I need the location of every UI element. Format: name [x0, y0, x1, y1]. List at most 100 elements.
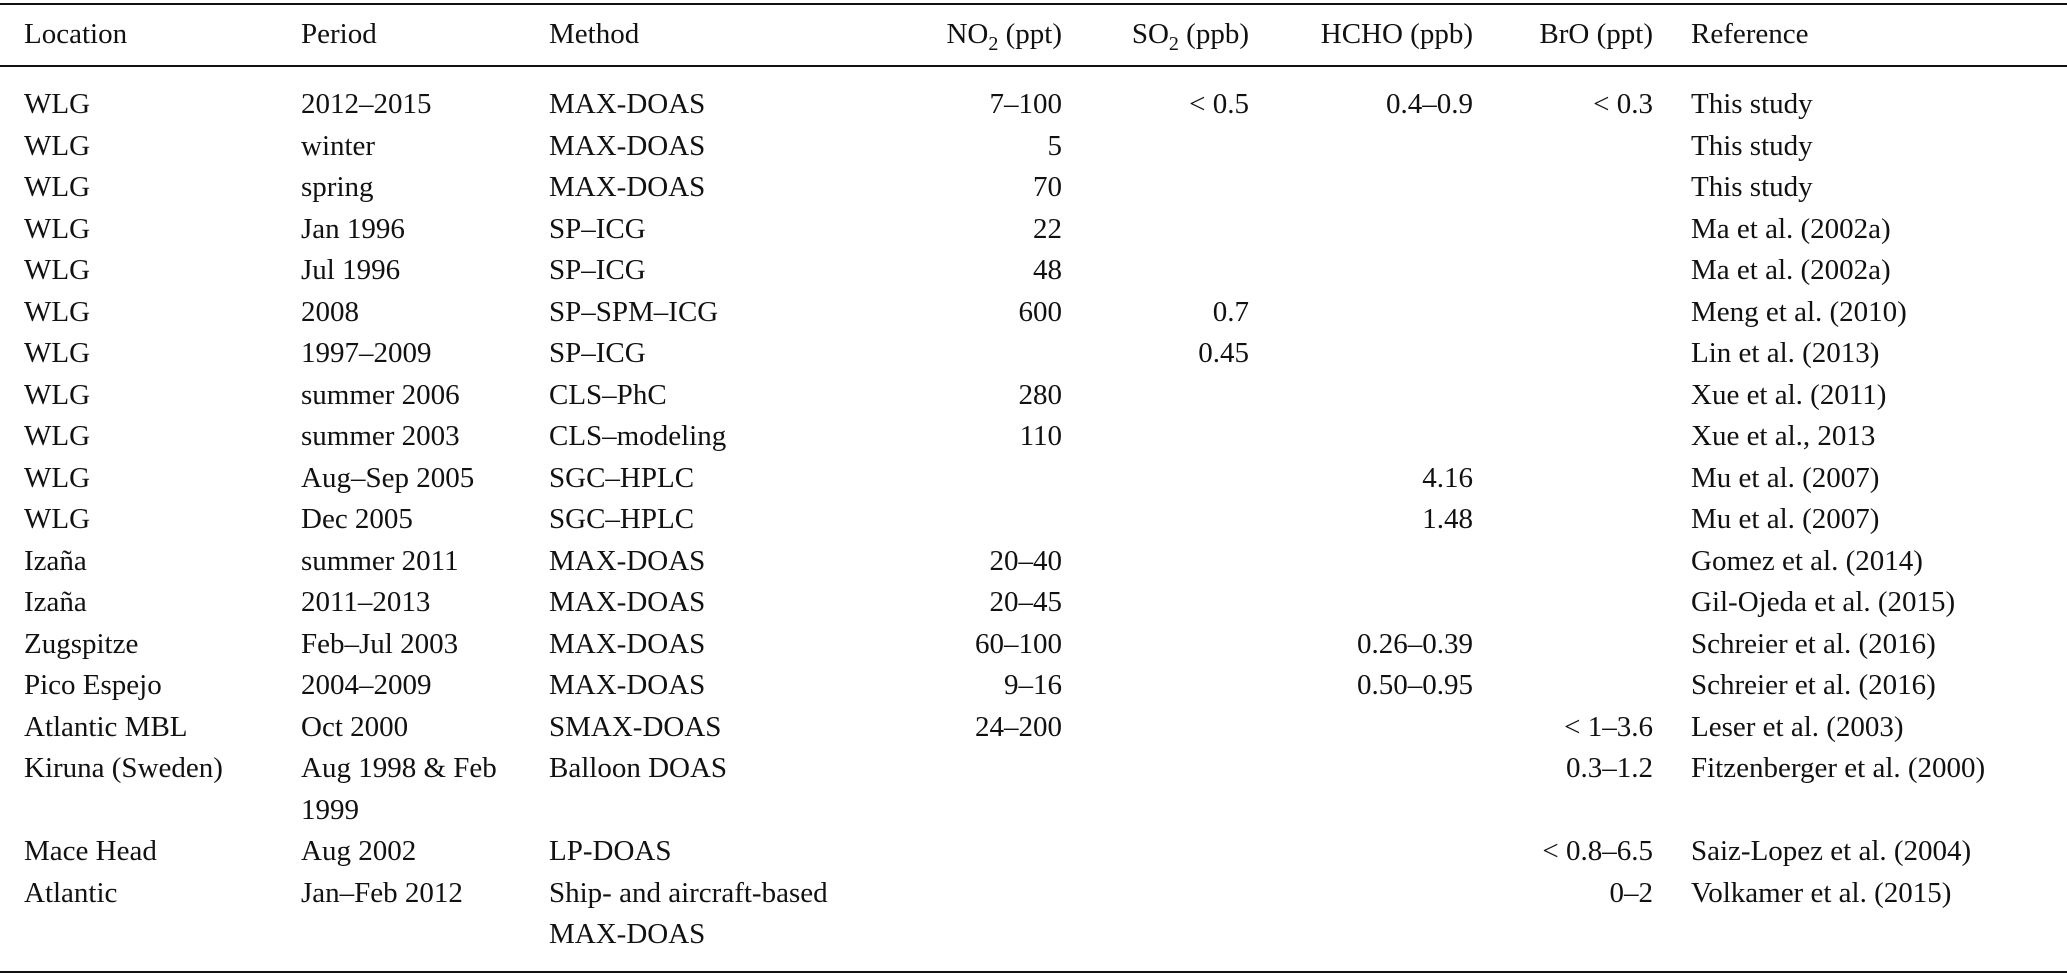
header-no2-unit: (ppt) [998, 18, 1062, 51]
cell-no2: 60–100 [975, 627, 1062, 660]
cell-no2: 20–40 [989, 544, 1063, 577]
cell-method: MAX-DOAS [549, 586, 706, 618]
cell-hcho [1249, 582, 1473, 624]
table-row: WLG spring MAX-DOAS 70 This study [0, 167, 2067, 209]
header-hcho: HCHO (ppb) [1320, 18, 1473, 51]
cell-no2 [871, 458, 1062, 500]
header-method: Method [549, 18, 640, 51]
cell-bro [1473, 582, 1653, 624]
cell-so2: < 0.5 [1189, 88, 1249, 120]
cell-period: Jan–Feb 2012 [301, 876, 463, 909]
cell-no2 [871, 873, 1062, 972]
cell-so2 [1062, 541, 1249, 583]
cell-so2 [1062, 126, 1249, 168]
cell-hcho: 0.4–0.9 [1386, 88, 1473, 120]
table-row: WLG winter MAX-DOAS 5 This study [0, 126, 2067, 168]
cell-period: summer 2006 [301, 378, 460, 411]
cell-no2: 20–45 [989, 586, 1063, 618]
cell-method: MAX-DOAS [549, 171, 706, 203]
cell-so2 [1062, 375, 1249, 417]
cell-period: spring [301, 171, 374, 203]
header-so2-subscript: 2 [1168, 33, 1179, 56]
table-row: WLG 2008 SP–SPM–ICG 600 0.7 Meng et al. (2010… [0, 292, 2067, 334]
table-row: Izaña 2011–2013 MAX-DOAS 20–45 Gil-Ojeda et … [0, 582, 2067, 624]
cell-period: Dec 2005 [301, 503, 413, 535]
cell-no2: 48 [1033, 254, 1062, 286]
cell-so2 [1062, 209, 1249, 251]
cell-reference: Leser et al. (2003) [1691, 710, 1904, 743]
cell-reference: Ma et al. (2002a) [1691, 212, 1891, 245]
table-body: WLG 2012–2015 MAX-DOAS 7–100 < 0.5 0.4–0.9 < 0… [0, 66, 2067, 972]
cell-period: Aug–Sep 2005 [301, 461, 475, 494]
cell-period: 2008 [301, 295, 359, 328]
cell-period: Feb–Jul 2003 [301, 627, 459, 660]
table-row: WLG Dec 2005 SGC–HPLC 1.48 Mu et al. (2007) [0, 499, 2067, 541]
header-so2: SO2 (ppb) [1062, 4, 1249, 66]
cell-method: SP–ICG [549, 212, 646, 245]
cell-bro [1473, 292, 1653, 334]
cell-location: WLG [24, 129, 91, 162]
cell-hcho: 4.16 [1422, 461, 1473, 494]
cell-location: Izaña [24, 586, 87, 618]
cell-method: MAX-DOAS [549, 129, 706, 162]
cell-reference: Xue et al., 2013 [1691, 420, 1876, 452]
cell-bro [1473, 624, 1653, 666]
cell-no2: 22 [1033, 212, 1062, 245]
table-row: Atlantic Jan–Feb 2012 Ship- and aircraft-b… [0, 873, 2067, 972]
cell-bro [1473, 458, 1653, 500]
cell-method: MAX-DOAS [549, 544, 706, 577]
cell-location: Pico Espejo [24, 669, 162, 701]
cell-reference: Mu et al. (2007) [1691, 503, 1880, 535]
header-location: Location [24, 18, 128, 51]
cell-bro [1473, 416, 1653, 458]
cell-bro: < 1–3.6 [1564, 710, 1653, 743]
cell-location: WLG [24, 503, 91, 535]
cell-period: summer 2003 [301, 420, 460, 452]
cell-bro [1473, 250, 1653, 292]
comparison-table: Location Period Method NO2 (ppt) SO2 (pp… [0, 3, 2067, 973]
header-no2-subscript: 2 [988, 33, 999, 56]
cell-hcho [1249, 831, 1473, 873]
cell-hcho [1249, 250, 1473, 292]
cell-method: SGC–HPLC [549, 503, 695, 535]
cell-bro [1473, 541, 1653, 583]
cell-location: WLG [24, 461, 91, 494]
cell-reference: Schreier et al. (2016) [1691, 669, 1936, 701]
table-header: Location Period Method NO2 (ppt) SO2 (pp… [0, 4, 2067, 66]
cell-so2 [1062, 416, 1249, 458]
cell-method: LP-DOAS [549, 835, 672, 867]
cell-period: 2004–2009 [301, 669, 432, 701]
table-row: WLG Aug–Sep 2005 SGC–HPLC 4.16 Mu et al. (20… [0, 458, 2067, 500]
cell-so2 [1062, 458, 1249, 500]
cell-location: WLG [24, 171, 91, 203]
cell-no2: 110 [1019, 420, 1062, 452]
cell-hcho: 0.26–0.39 [1357, 627, 1473, 660]
cell-period: 1997–2009 [301, 337, 432, 369]
cell-so2 [1062, 582, 1249, 624]
cell-no2: 7–100 [989, 88, 1063, 120]
cell-no2: 600 [1018, 295, 1063, 328]
table-row: Zugspitze Feb–Jul 2003 MAX-DOAS 60–100 0.26–… [0, 624, 2067, 666]
header-no2: NO2 (ppt) [871, 4, 1062, 66]
cell-period: Aug 1998 & Feb 1999 [301, 752, 497, 826]
cell-so2 [1062, 831, 1249, 873]
cell-hcho [1249, 748, 1473, 831]
cell-so2: 0.7 [1212, 295, 1249, 328]
cell-period: Jan 1996 [301, 212, 405, 245]
cell-bro [1473, 375, 1653, 417]
cell-location: Kiruna (Sweden) [24, 752, 223, 784]
cell-hcho [1249, 209, 1473, 251]
cell-location: WLG [24, 212, 91, 245]
cell-method: CLS–PhC [549, 378, 667, 411]
cell-bro [1473, 126, 1653, 168]
cell-bro: 0–2 [1609, 876, 1654, 909]
cell-reference: Schreier et al. (2016) [1691, 627, 1936, 660]
cell-period: winter [301, 129, 376, 162]
cell-bro [1473, 665, 1653, 707]
cell-bro [1473, 209, 1653, 251]
cell-period: summer 2011 [301, 544, 459, 577]
table-row: Pico Espejo 2004–2009 MAX-DOAS 9–16 0.50–0.9… [0, 665, 2067, 707]
cell-location: WLG [24, 295, 91, 328]
cell-no2 [871, 499, 1062, 541]
